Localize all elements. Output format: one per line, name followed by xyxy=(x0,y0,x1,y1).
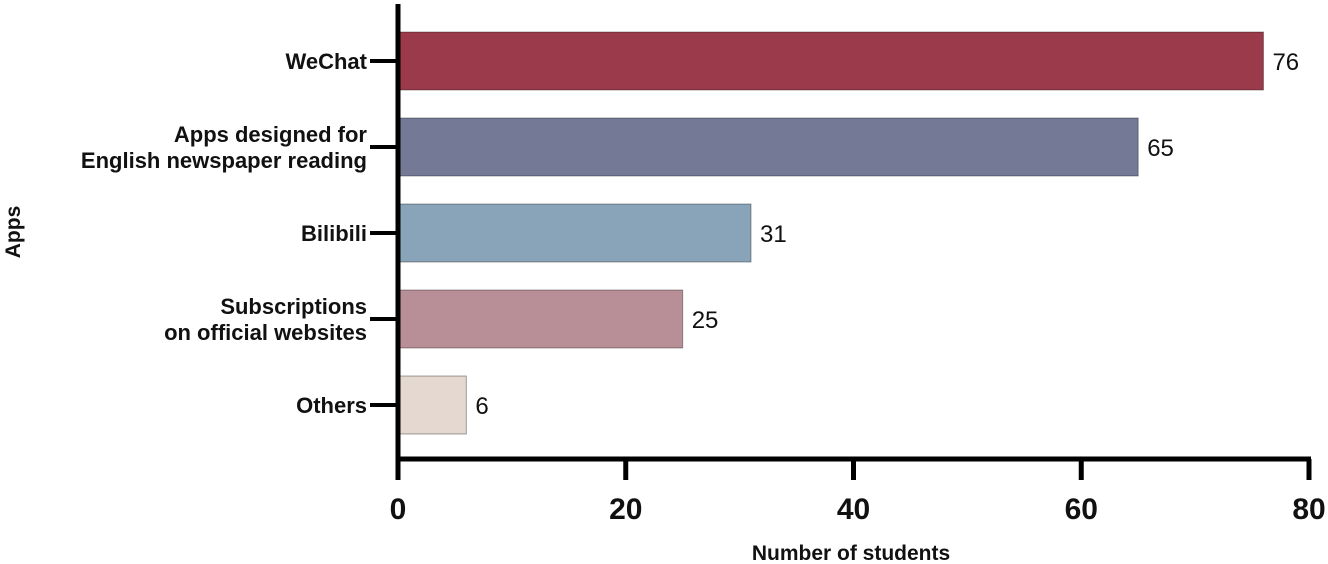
axes-layer xyxy=(370,4,1312,480)
category-label-line: Subscriptions xyxy=(220,294,367,319)
bar-4 xyxy=(397,375,467,435)
category-label-0: WeChat xyxy=(286,49,368,74)
data-label-3: 25 xyxy=(692,307,719,334)
category-label-line: on official websites xyxy=(164,320,367,345)
x-tick-label-2: 40 xyxy=(837,493,870,526)
bar-1 xyxy=(397,117,1139,177)
labels-layer: 76 WeChat 65 Apps designed for English newsp… xyxy=(81,49,1326,526)
x-tick-label-4: 80 xyxy=(1292,493,1325,526)
category-label-3: Subscriptions on official websites xyxy=(164,294,367,345)
category-label-4: Others xyxy=(296,393,367,418)
category-label-line: WeChat xyxy=(286,49,368,74)
x-tick-label-0: 0 xyxy=(390,493,407,526)
x-tick-label-3: 60 xyxy=(1065,493,1098,526)
bar-3 xyxy=(397,289,684,349)
bar-2 xyxy=(397,203,752,263)
y-axis-title: Apps xyxy=(2,206,25,259)
x-tick-label-1: 20 xyxy=(609,493,642,526)
data-label-2: 31 xyxy=(760,221,787,248)
category-label-1: Apps designed for English newspaper readi… xyxy=(81,122,368,173)
category-label-line: Others xyxy=(296,393,367,418)
bar-0 xyxy=(397,31,1264,91)
data-label-0: 76 xyxy=(1272,49,1299,76)
category-label-line: Apps designed for xyxy=(174,122,368,147)
x-axis-title: Number of students xyxy=(752,542,950,564)
data-label-1: 65 xyxy=(1147,135,1174,162)
category-label-line: English newspaper reading xyxy=(81,148,367,173)
category-label-line: Bilibili xyxy=(301,221,367,246)
data-label-4: 6 xyxy=(475,393,488,420)
bars-layer xyxy=(397,31,1264,435)
category-label-2: Bilibili xyxy=(301,221,367,246)
